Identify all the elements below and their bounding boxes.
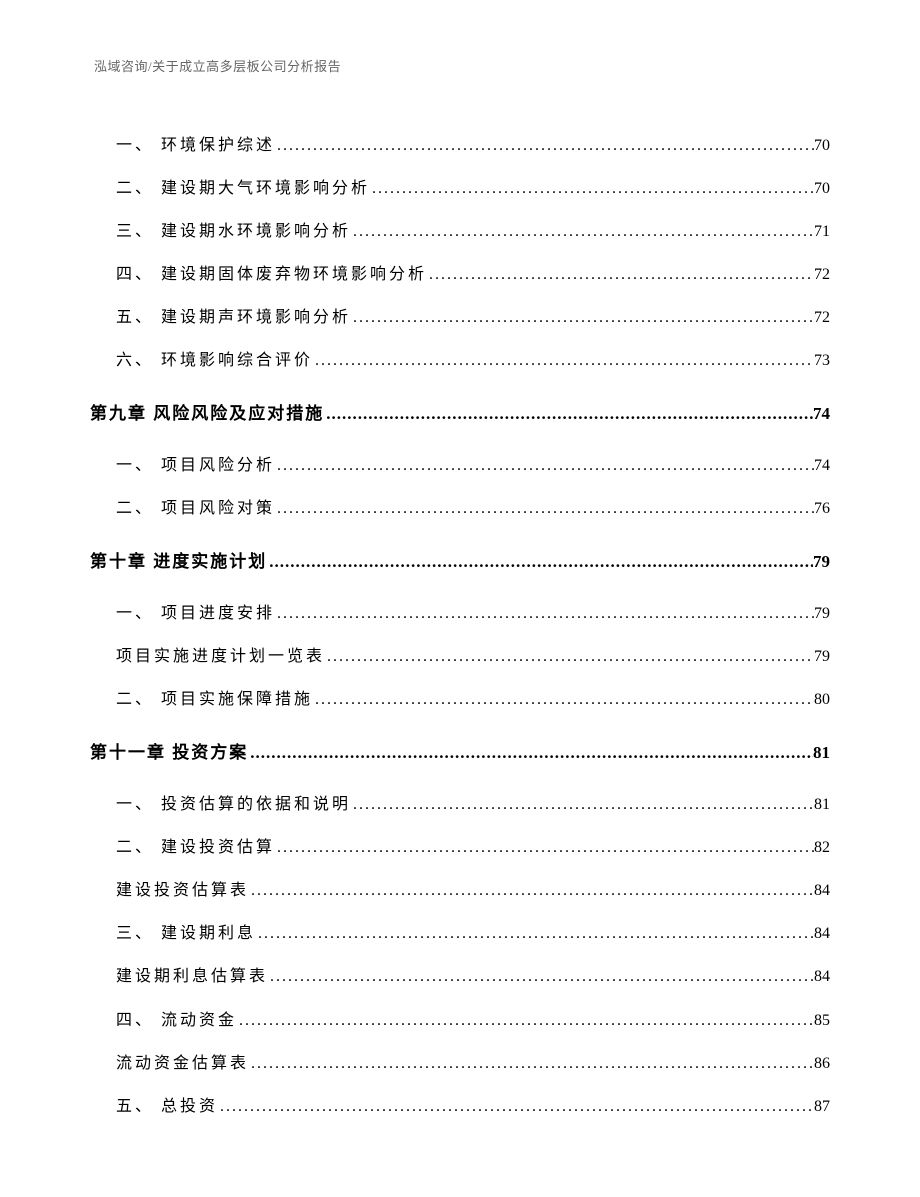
toc-entry-label: 一、 项目风险分析 (116, 453, 275, 479)
toc-entry-page: 71 (814, 219, 830, 245)
toc-entry-row: 二、 项目实施保障措施.............................… (90, 687, 830, 713)
toc-entry-label: 第十一章 投资方案 (90, 739, 248, 766)
toc-entry-row: 项目实施进度计划一览表.............................… (90, 644, 830, 670)
toc-entry-page: 84 (814, 878, 830, 904)
toc-leader-dots: ........................................… (313, 348, 814, 374)
toc-leader-dots: ........................................… (275, 496, 814, 522)
toc-entry-row: 四、 流动资金.................................… (90, 1008, 830, 1034)
toc-entry-row: 六、 环境影响综合评价.............................… (90, 348, 830, 374)
toc-entry-label: 二、 建设投资估算 (116, 835, 275, 861)
toc-leader-dots: ........................................… (248, 739, 813, 766)
toc-leader-dots: ........................................… (325, 644, 814, 670)
toc-entry-label: 项目实施进度计划一览表 (116, 644, 325, 670)
toc-entry-row: 四、 建设期固体废弃物环境影响分析.......................… (90, 262, 830, 288)
toc-entry-page: 79 (814, 601, 830, 627)
toc-entry-label: 一、 投资估算的依据和说明 (116, 792, 351, 818)
toc-leader-dots: ........................................… (218, 1094, 814, 1120)
table-of-contents: 一、 环境保护综述...............................… (90, 133, 830, 1119)
toc-entry-label: 流动资金估算表 (116, 1051, 249, 1077)
toc-leader-dots: ........................................… (249, 878, 814, 904)
toc-entry-label: 五、 建设期声环境影响分析 (116, 305, 351, 331)
toc-entry-page: 70 (814, 176, 830, 202)
toc-entry-page: 79 (813, 548, 830, 575)
toc-entry-page: 87 (814, 1094, 830, 1120)
toc-entry-page: 81 (814, 792, 830, 818)
toc-entry-page: 79 (814, 644, 830, 670)
toc-entry-page: 82 (814, 835, 830, 861)
toc-leader-dots: ........................................… (313, 687, 814, 713)
toc-entry-label: 四、 建设期固体废弃物环境影响分析 (116, 262, 427, 288)
toc-entry-row: 二、 项目风险对策...............................… (90, 496, 830, 522)
toc-entry-row: 三、 建设期水环境影响分析...........................… (90, 219, 830, 245)
toc-leader-dots: ........................................… (275, 453, 814, 479)
toc-entry-page: 84 (814, 964, 830, 990)
toc-entry-row: 建设期利息估算表................................… (90, 964, 830, 990)
toc-entry-label: 二、 项目风险对策 (116, 496, 275, 522)
toc-leader-dots: ........................................… (427, 262, 814, 288)
toc-entry-row: 一、 投资估算的依据和说明...........................… (90, 792, 830, 818)
toc-entry-page: 74 (813, 400, 830, 427)
toc-chapter-row: 第十章 进度实施计划..............................… (90, 548, 830, 575)
toc-entry-page: 72 (814, 262, 830, 288)
toc-entry-row: 建设投资估算表.................................… (90, 878, 830, 904)
toc-entry-label: 建设投资估算表 (116, 878, 249, 904)
toc-entry-row: 二、 建设期大气环境影响分析..........................… (90, 176, 830, 202)
toc-leader-dots: ........................................… (249, 1051, 814, 1077)
document-page: 泓域咨询/关于成立高多层板公司分析报告 一、 环境保护综述...........… (0, 0, 920, 1197)
toc-entry-label: 建设期利息估算表 (116, 964, 268, 990)
toc-entry-page: 80 (814, 687, 830, 713)
toc-entry-page: 81 (813, 739, 830, 766)
toc-entry-row: 一、 项目进度安排...............................… (90, 601, 830, 627)
toc-entry-row: 一、 环境保护综述...............................… (90, 133, 830, 159)
toc-leader-dots: ........................................… (268, 964, 814, 990)
toc-leader-dots: ........................................… (275, 835, 814, 861)
toc-entry-label: 一、 环境保护综述 (116, 133, 275, 159)
toc-entry-row: 流动资金估算表.................................… (90, 1051, 830, 1077)
toc-entry-page: 84 (814, 921, 830, 947)
toc-leader-dots: ........................................… (370, 176, 814, 202)
toc-entry-row: 五、 总投资..................................… (90, 1094, 830, 1120)
toc-entry-label: 一、 项目进度安排 (116, 601, 275, 627)
toc-entry-label: 二、 项目实施保障措施 (116, 687, 313, 713)
toc-chapter-row: 第九章 风险风险及应对措施...........................… (90, 400, 830, 427)
toc-leader-dots: ........................................… (351, 792, 814, 818)
toc-entry-label: 三、 建设期水环境影响分析 (116, 219, 351, 245)
toc-entry-label: 六、 环境影响综合评价 (116, 348, 313, 374)
toc-entry-row: 五、 建设期声环境影响分析...........................… (90, 305, 830, 331)
toc-leader-dots: ........................................… (267, 548, 813, 575)
toc-entry-label: 三、 建设期利息 (116, 921, 256, 947)
toc-entry-page: 73 (814, 348, 830, 374)
toc-entry-label: 五、 总投资 (116, 1094, 218, 1120)
toc-entry-label: 第十章 进度实施计划 (90, 548, 267, 575)
toc-entry-label: 二、 建设期大气环境影响分析 (116, 176, 370, 202)
toc-entry-page: 76 (814, 496, 830, 522)
toc-leader-dots: ........................................… (324, 400, 813, 427)
toc-entry-label: 第九章 风险风险及应对措施 (90, 400, 324, 427)
toc-entry-label: 四、 流动资金 (116, 1008, 237, 1034)
toc-entry-page: 86 (814, 1051, 830, 1077)
toc-entry-page: 70 (814, 133, 830, 159)
toc-entry-row: 二、 建设投资估算...............................… (90, 835, 830, 861)
toc-leader-dots: ........................................… (351, 219, 814, 245)
toc-leader-dots: ........................................… (237, 1008, 814, 1034)
toc-leader-dots: ........................................… (351, 305, 814, 331)
toc-entry-page: 74 (814, 453, 830, 479)
toc-chapter-row: 第十一章 投资方案...............................… (90, 739, 830, 766)
toc-leader-dots: ........................................… (275, 601, 814, 627)
toc-entry-page: 85 (814, 1008, 830, 1034)
page-header: 泓域咨询/关于成立高多层板公司分析报告 (94, 56, 830, 75)
toc-entry-page: 72 (814, 305, 830, 331)
toc-leader-dots: ........................................… (256, 921, 814, 947)
toc-leader-dots: ........................................… (275, 133, 814, 159)
toc-entry-row: 三、 建设期利息................................… (90, 921, 830, 947)
toc-entry-row: 一、 项目风险分析...............................… (90, 453, 830, 479)
